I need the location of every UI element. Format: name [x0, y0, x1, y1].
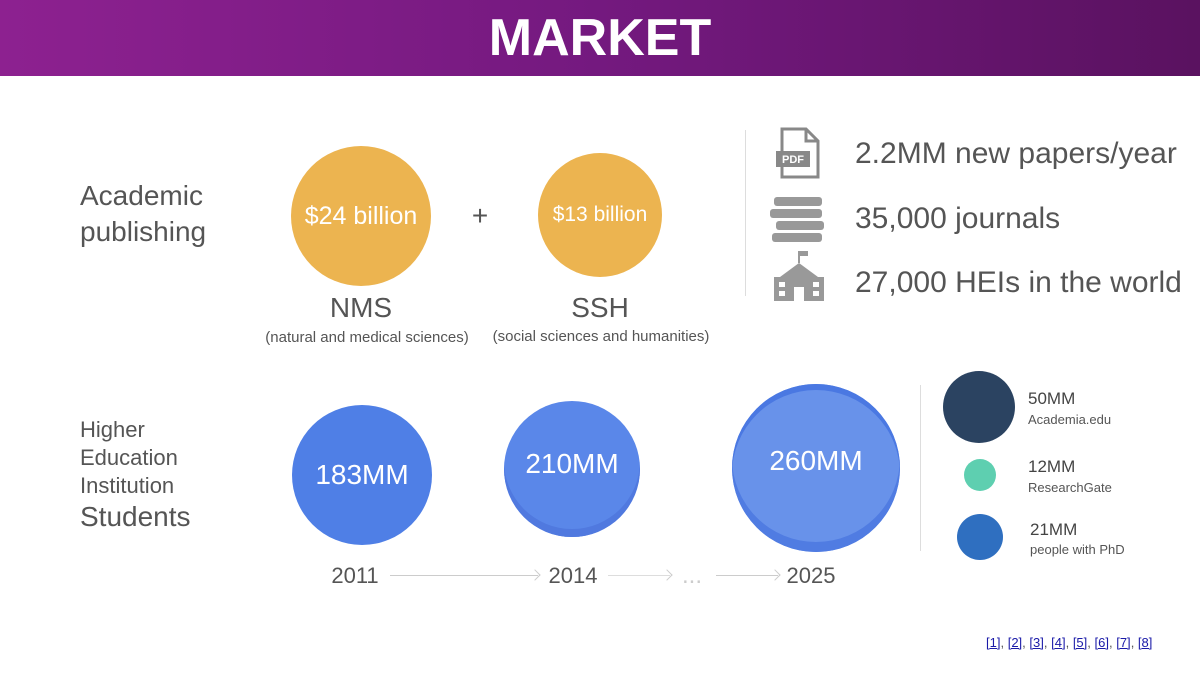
reference-link[interactable]: [3]: [1029, 635, 1044, 650]
segment-description: (social sciences and humanities): [492, 328, 710, 345]
references: [1], [2], [3], [4], [5], [6], [7], [8]: [986, 635, 1152, 650]
section-label: Academic publishing: [80, 180, 207, 247]
year-label: 2014: [548, 563, 598, 588]
student-circle: 210MM: [504, 401, 640, 537]
platform-name: Academia.edu: [1028, 412, 1112, 427]
platform-circle: [957, 514, 1003, 560]
platform-value: 21MM: [1030, 520, 1078, 539]
label-line: Institution: [80, 473, 175, 498]
books-icon: [770, 197, 824, 242]
student-circle: 183MM: [292, 405, 432, 545]
plus-sign: +: [471, 200, 489, 231]
reference-link[interactable]: [2]: [1007, 635, 1023, 650]
reference-separator: ,: [1130, 635, 1138, 650]
reference-link[interactable]: [1]: [986, 635, 1001, 650]
stat-text: 2.2MM new papers/year: [855, 137, 1177, 170]
reference-separator: ,: [1022, 635, 1030, 650]
segment-name: NMS: [329, 292, 393, 323]
school-icon: [774, 251, 824, 301]
icon-column: PDF: [770, 127, 824, 301]
market-circle: $24 billion: [291, 146, 431, 286]
platform-value: 12MM: [1028, 457, 1076, 476]
arrow: [716, 575, 778, 576]
slide-title: MARKET: [488, 9, 712, 67]
reference-separator: ,: [1065, 635, 1073, 650]
stat-text: 35,000 journals: [855, 202, 1061, 235]
platform-value: 50MM: [1028, 389, 1076, 408]
section-label: Higher Education Institution Students: [80, 416, 191, 534]
ellipsis: ...: [681, 562, 703, 589]
segment-description: (natural and medical sciences): [265, 329, 469, 346]
platform-circle: [964, 459, 996, 491]
reference-link[interactable]: [6]: [1094, 635, 1109, 650]
divider: [920, 385, 921, 551]
reference-separator: ,: [1043, 635, 1052, 650]
divider: [745, 130, 746, 296]
market-circle: $13 billion: [538, 153, 662, 277]
reference-link[interactable]: [5]: [1072, 635, 1088, 650]
segment-name: SSH: [571, 292, 629, 323]
reference-separator: ,: [1087, 635, 1095, 650]
reference-link[interactable]: [8]: [1137, 635, 1153, 650]
reference-link[interactable]: [7]: [1116, 635, 1131, 650]
pdf-icon: PDF: [776, 127, 820, 179]
platform-circle: [943, 371, 1015, 443]
platform-name: ResearchGate: [1028, 480, 1112, 495]
label-line: Education: [80, 445, 178, 470]
pdf-label: PDF: [782, 154, 804, 166]
header-bar: MARKET: [0, 0, 1200, 76]
arrow: [390, 575, 538, 576]
year-label: 2011: [331, 563, 379, 588]
label-line: Higher: [80, 417, 145, 442]
connector: [608, 575, 670, 576]
reference-link[interactable]: [4]: [1051, 635, 1066, 650]
stat-text: 27,000 HEIs in the world: [855, 266, 1182, 299]
reference-separator: ,: [1108, 635, 1117, 650]
label-line: Students: [80, 501, 191, 532]
student-circle: 260MM: [732, 384, 900, 552]
reference-separator: ,: [1000, 635, 1008, 650]
year-label: 2025: [786, 563, 836, 588]
platform-name: people with PhD: [1030, 542, 1125, 557]
